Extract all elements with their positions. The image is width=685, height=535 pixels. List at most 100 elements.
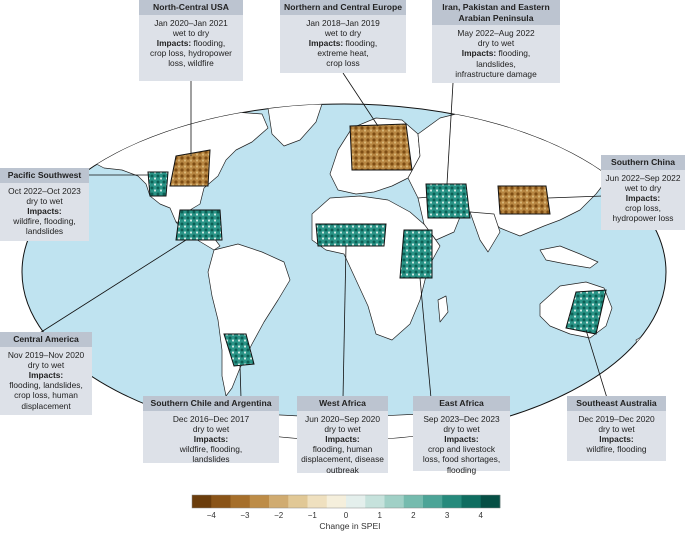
legend-tick-label: 0 — [344, 511, 349, 520]
box-change: dry to wet — [598, 423, 635, 434]
box-change: wet to dry — [324, 27, 362, 38]
legend-swatch — [423, 495, 443, 508]
india-landmass — [469, 211, 501, 253]
box-title: Iran, Pakistan and Eastern Arabian Penin… — [432, 0, 560, 25]
legend-swatch — [480, 495, 501, 508]
box-title: Northern and Central Europe — [280, 0, 406, 15]
legend-tick-label: 1 — [377, 511, 382, 520]
box-title: Southeast Australia — [567, 396, 666, 411]
impacts-label: Impacts: — [27, 205, 62, 216]
box-iran-pakistan-arabia: Iran, Pakistan and Eastern Arabian Penin… — [432, 0, 560, 83]
impacts-line: crop loss, human — [14, 390, 78, 401]
impacts-line: wildfire, flooding, — [13, 216, 76, 227]
impacts-label: Impacts: — [461, 48, 497, 59]
box-period: Oct 2022–Oct 2023 — [8, 185, 81, 196]
legend-tick-label: 4 — [479, 511, 484, 520]
legend-swatch — [230, 495, 251, 508]
box-period: Dec 2016–Dec 2017 — [172, 413, 250, 424]
impacts-line: extreme heat, — [317, 48, 369, 59]
box-change: wet to dry — [624, 182, 662, 193]
legend-tick-label: −1 — [308, 511, 318, 520]
patch-southeast-australia — [565, 289, 607, 335]
spei-legend: −4 −3 −2 −1 0 1 2 3 4 — [191, 494, 501, 520]
impacts-line: displacement, disease — [301, 454, 384, 465]
box-period: Sep 2023–Dec 2023 — [423, 413, 500, 424]
impacts-label: Impacts: — [625, 192, 661, 203]
impacts-line: flooding, — [193, 37, 226, 48]
legend-swatch — [365, 495, 385, 508]
legend-swatch — [442, 495, 462, 508]
legend-swatch — [403, 495, 424, 508]
legend-title: Change in SPEI — [319, 521, 381, 531]
impacts-line: flooding, human — [312, 444, 373, 455]
box-east-africa: East Africa Sep 2023–Dec 2023 dry to wet… — [413, 396, 510, 475]
patch-central-america — [175, 209, 223, 241]
impacts-label: Impacts: — [325, 433, 360, 444]
box-southern-china: Southern China Jun 2022–Sep 2022 wet to … — [601, 155, 685, 230]
legend-swatch — [288, 495, 308, 508]
patch-west-africa — [315, 223, 387, 247]
box-southern-chile-argentina: Southern Chile and Argentina Dec 2016–De… — [143, 396, 279, 465]
box-title: Southern Chile and Argentina — [143, 396, 279, 411]
box-change: dry to wet — [192, 423, 230, 434]
indonesia-landmass — [539, 245, 599, 269]
impacts-line: flooding, — [345, 37, 378, 48]
box-title: East Africa — [413, 396, 510, 411]
box-change: dry to wet — [477, 38, 515, 49]
impacts-line: landslides — [25, 226, 64, 237]
box-period: Nov 2019–Nov 2020 — [7, 349, 85, 360]
box-period: May 2022–Aug 2022 — [457, 28, 535, 38]
impacts-line: landslides — [192, 454, 230, 465]
box-period: Jan 2018–Jan 2019 — [306, 17, 380, 28]
impacts-label: Impacts: — [28, 369, 64, 380]
legend-swatch — [384, 495, 405, 508]
legend-tick-label: 3 — [445, 511, 450, 520]
impacts-line: crop loss, — [625, 203, 661, 214]
box-pacific-southwest: Pacific Southwest Oct 2022–Oct 2023 dry … — [0, 168, 89, 241]
impacts-label: Impacts: — [156, 37, 192, 48]
impacts-line: wildfire, flooding — [586, 444, 647, 455]
impacts-line: loss, wildfire — [168, 58, 214, 69]
box-change: dry to wet — [443, 423, 480, 434]
box-southeast-australia: Southeast Australia Dec 2019–Dec 2020 dr… — [567, 396, 666, 461]
box-change: dry to wet — [324, 423, 361, 434]
spei-patches — [147, 123, 607, 367]
impacts-line: crop loss, hydropower — [150, 48, 232, 59]
box-period: Jun 2022–Sep 2022 — [605, 172, 681, 183]
patch-pacific-southwest — [147, 171, 169, 197]
legend-tick-label: −3 — [240, 511, 250, 520]
impacts-label: Impacts: — [599, 433, 634, 444]
box-central-america: Central America Nov 2019–Nov 2020 dry to… — [0, 332, 92, 415]
impacts-line: landslides, — [476, 58, 516, 69]
legend-tick-label: 2 — [411, 511, 416, 520]
impacts-line: crop loss — [326, 58, 360, 69]
greenland-landmass — [267, 104, 323, 147]
legend-tick-label: −2 — [274, 511, 284, 520]
connector-lines — [34, 72, 608, 399]
legend-tick-label: −4 — [207, 511, 217, 520]
box-title: Southern China — [601, 155, 685, 170]
box-title-line: Arabian Peninsula — [458, 12, 534, 23]
box-title: Central America — [0, 332, 92, 347]
legend-swatch — [249, 495, 270, 508]
impacts-line: infrastructure damage — [455, 68, 537, 79]
legend-swatch — [269, 495, 289, 508]
patch-northern-central-europe — [349, 123, 413, 171]
patch-iran-pakistan-arabia — [425, 183, 471, 219]
legend-swatch — [192, 495, 212, 508]
patch-southern-chile-argentina — [223, 333, 255, 367]
impacts-line: loss, food shortages, — [422, 454, 501, 465]
legend-swatch — [346, 495, 366, 508]
impacts-label: Impacts: — [308, 37, 344, 48]
impacts-line: flooding, — [498, 48, 531, 59]
box-north-central-usa: North-Central USA Jan 2020–Jan 2021 wet … — [139, 0, 243, 81]
patch-north-central-usa — [169, 149, 211, 187]
impacts-line: displacement — [21, 400, 71, 411]
box-west-africa: West Africa Jun 2020–Sep 2020 dry to wet… — [297, 396, 388, 475]
box-period: Dec 2019–Dec 2020 — [578, 413, 655, 424]
box-period: Jan 2020–Jan 2021 — [154, 17, 228, 28]
madagascar-landmass — [437, 295, 449, 323]
impacts-label: Impacts: — [444, 433, 479, 444]
box-title: Pacific Southwest — [0, 168, 89, 183]
impacts-label: Impacts: — [193, 433, 229, 444]
